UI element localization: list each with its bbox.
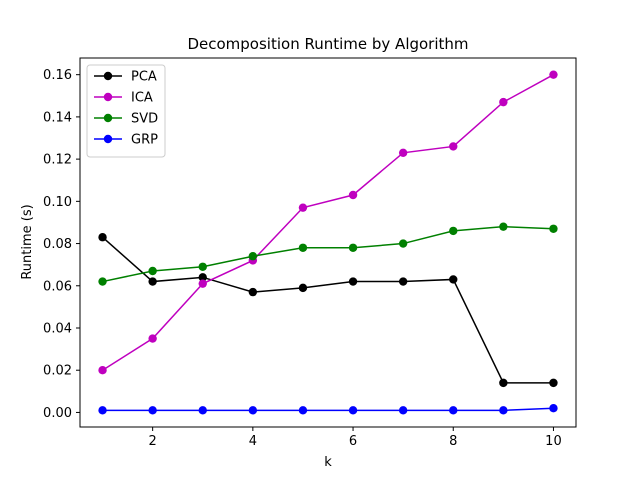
data-point-svd (148, 266, 157, 276)
y-tick-label: 0.02 (43, 364, 72, 379)
y-tick-label: 0.16 (43, 68, 72, 83)
series-ica (98, 70, 558, 375)
series-grp (98, 404, 558, 415)
data-point-grp (549, 404, 558, 413)
data-point-ica (298, 203, 308, 212)
data-point-ica (348, 190, 358, 200)
series-line-grp (102, 407, 554, 412)
data-point-grp (248, 406, 258, 415)
data-point-pca (449, 275, 458, 284)
series-line-svd (102, 225, 554, 283)
x-tick-label: 4 (249, 434, 257, 449)
x-tick-label: 2 (149, 434, 157, 449)
legend: PCA ICA SVD GRP (86, 64, 166, 158)
legend-marker (103, 92, 113, 102)
data-point-svd (549, 224, 558, 233)
y-tick-label: 0.00 (43, 406, 72, 421)
data-point-ica (449, 142, 458, 151)
data-point-grp (348, 406, 358, 415)
data-point-svd (248, 252, 258, 261)
legend-label: GRP (131, 133, 158, 148)
y-tick-label: 0.12 (43, 153, 72, 168)
x-tick-label: 6 (349, 434, 357, 449)
legend-label: ICA (131, 91, 153, 106)
axis-ticks: 2 4 6 8 10 0.00 0.02 0.04 0.06 0.08 0.10 0.12 0.14 0.… (43, 68, 562, 449)
series-pca (98, 233, 558, 388)
x-tick-label: 8 (449, 434, 457, 449)
data-point-svd (449, 226, 458, 236)
legend-box (86, 64, 166, 158)
data-point-ica (148, 334, 157, 343)
legend-label: PCA (131, 70, 157, 85)
legend-marker (103, 113, 113, 123)
chart-title: Decomposition Runtime by Algorithm (187, 35, 468, 53)
data-point-grp (499, 406, 508, 415)
data-point-pca (549, 378, 558, 388)
data-point-pca (348, 277, 358, 286)
legend-marker (103, 134, 113, 144)
x-axis-label: k (324, 455, 332, 470)
data-point-ica (549, 70, 558, 79)
data-point-svd (348, 243, 358, 252)
data-point-pca (148, 277, 157, 286)
data-point-grp (298, 406, 308, 415)
data-point-grp (198, 406, 207, 415)
y-tick-label: 0.14 (43, 110, 72, 125)
legend-entry-ica: ICA (94, 91, 153, 106)
legend-entry-pca: PCA (94, 70, 157, 85)
series-line-pca (102, 236, 554, 384)
data-point-pca (499, 378, 508, 388)
y-axis-label: Runtime (s) (20, 204, 35, 279)
data-point-pca (98, 233, 107, 242)
y-tick-label: 0.04 (43, 321, 72, 336)
series-svd (98, 222, 558, 286)
data-point-svd (398, 239, 408, 248)
y-tick-label: 0.06 (43, 279, 72, 294)
data-point-pca (398, 277, 408, 286)
legend-entry-grp: GRP (94, 133, 158, 148)
data-point-svd (298, 243, 308, 252)
legend-label: SVD (131, 112, 158, 127)
y-tick-label: 0.08 (43, 237, 72, 252)
data-point-ica (398, 148, 408, 157)
data-point-grp (98, 406, 107, 415)
data-point-svd (198, 262, 207, 271)
data-point-ica (198, 279, 207, 288)
series-line-ica (102, 74, 554, 371)
data-point-grp (148, 406, 157, 415)
data-point-svd (98, 277, 107, 286)
series-layer (98, 70, 558, 415)
data-point-pca (248, 287, 258, 297)
data-point-pca (198, 273, 207, 282)
data-point-ica (98, 366, 107, 375)
data-point-pca (298, 283, 308, 293)
data-point-grp (449, 406, 458, 415)
legend-entry-svd: SVD (94, 112, 158, 127)
x-tick-label: 10 (545, 434, 562, 449)
y-tick-label: 0.10 (43, 195, 72, 210)
plot-frame (79, 57, 577, 428)
data-point-grp (398, 406, 408, 415)
data-point-ica (499, 97, 508, 107)
legend-marker (103, 71, 113, 81)
data-point-svd (499, 222, 508, 231)
